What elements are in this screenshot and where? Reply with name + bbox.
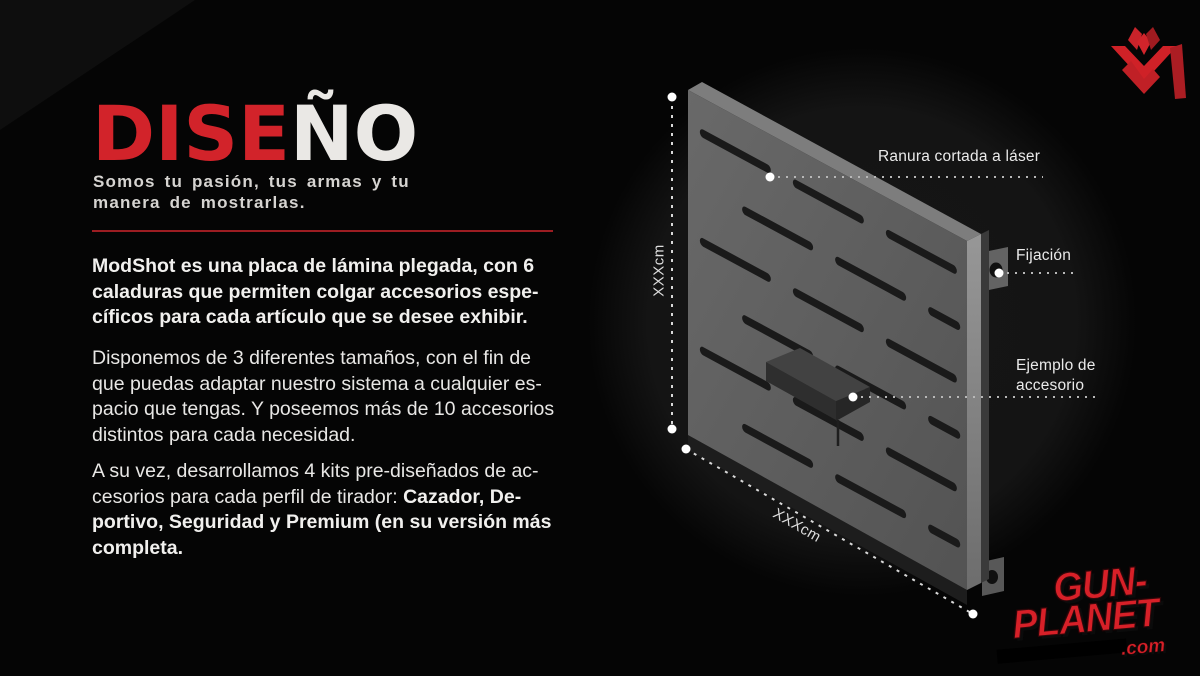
paragraph-line: completa.	[92, 536, 184, 559]
paragraph-line: distintos para cada necesidad.	[92, 423, 356, 446]
plate-top-bevel	[688, 82, 981, 241]
modshot-emblem-logo	[1111, 27, 1186, 99]
slot	[928, 307, 961, 330]
dimension-endpoint-dot	[667, 92, 677, 102]
title-red-part: DISE	[92, 89, 291, 178]
callout-line-slot	[765, 172, 1043, 182]
title-white-part: ÑO	[290, 89, 419, 178]
paragraph-sizes: Disponemos de 3 diferentes tamaños, con …	[92, 346, 554, 448]
logo-text-com: .com	[1120, 635, 1167, 660]
slot	[835, 365, 907, 410]
slot	[742, 206, 814, 251]
callout-line-fixation	[994, 268, 1075, 278]
paragraph-line: A su vez, desarrollamos 4 kits pre-diseñ…	[92, 460, 539, 482]
dimension-endpoint-dot	[968, 609, 978, 619]
subtitle-line-2: manera de mostrarlas.	[93, 192, 306, 212]
dimension-endpoint-dot	[681, 444, 691, 454]
slot-grid	[699, 129, 961, 548]
slot	[699, 237, 771, 282]
emblem-crown-right	[1146, 27, 1160, 50]
subtitle-line-1: Somos tu pasión, tus armas y tu	[93, 172, 410, 191]
paragraph-line: caladuras que permiten colgar accesorios…	[92, 280, 539, 303]
gun-planet-logo: GUN- PLANET .com	[996, 552, 1200, 676]
plate-back-edge	[981, 230, 989, 583]
slot	[928, 415, 961, 439]
slot	[742, 423, 814, 468]
paragraph-line: cesorios para cada perfil de tirador: Ca…	[92, 485, 551, 511]
slot	[928, 524, 961, 548]
paragraph-segment-bold: Cazador, De-	[403, 485, 522, 508]
slot	[699, 346, 771, 391]
emblem-chevron-inner	[1122, 61, 1160, 94]
slot	[792, 288, 864, 333]
paragraph-modshot: ModShot es una placa de lámina plegada, …	[92, 254, 539, 331]
callout-anchor-dot	[994, 268, 1004, 278]
slot	[699, 129, 771, 174]
dimension-endpoint-dot	[667, 424, 677, 434]
slot	[885, 338, 957, 383]
page-title: DISEÑO	[92, 96, 418, 172]
subtitle: Somos tu pasión, tus armas y tu manera d…	[93, 172, 410, 213]
slot	[792, 179, 864, 224]
callout-line-accessory	[848, 392, 1098, 402]
paragraph-segment: cesorios para cada perfil de tirador:	[92, 485, 404, 508]
paragraph-line: ModShot es una placa de lámina plegada, …	[92, 255, 535, 277]
emblem-right-slash	[1170, 44, 1186, 99]
slot	[835, 256, 907, 301]
slot	[742, 315, 814, 360]
slot	[792, 397, 864, 441]
callout-label-accessory-line-2: accesorio	[1016, 377, 1085, 394]
callout-label-fixation: Fijación	[1016, 247, 1072, 264]
paragraph-line: cíficos para cada artículo que se desee …	[92, 306, 528, 328]
slot	[835, 474, 907, 519]
dimension-line-horizontal	[681, 444, 978, 619]
slot	[885, 229, 957, 274]
plate-bottom-side	[688, 435, 967, 605]
slot	[885, 447, 957, 492]
plate-right-side	[967, 234, 981, 590]
paragraph-line: pacio que tengas. Y poseemos más de 10 a…	[92, 398, 555, 420]
callout-anchor-dot	[765, 172, 775, 182]
paragraph-kits: A su vez, desarrollamos 4 kits pre-diseñ…	[92, 459, 551, 561]
dimension-line-vertical	[667, 92, 677, 434]
callout-label-accessory-line-1: Ejemplo de	[1016, 357, 1096, 374]
callout-label-accessory: Ejemplo de accesorio	[1016, 356, 1096, 396]
callout-label-slot: Ranura cortada a láser	[878, 148, 1041, 165]
callout-anchor-dot	[848, 392, 858, 402]
paragraph-line: Disponemos de 3 diferentes tamaños, con …	[92, 347, 532, 369]
paragraph-line: que puedas adaptar nuestro sistema a cua…	[92, 372, 542, 395]
red-divider	[92, 230, 553, 232]
dimension-label-vertical: XXXcm	[650, 244, 668, 297]
paragraph-line: portivo, Seguridad y Premium (en su vers…	[92, 511, 552, 533]
accessory-shelf	[766, 348, 870, 446]
emblem-chevron-outer	[1111, 46, 1177, 82]
